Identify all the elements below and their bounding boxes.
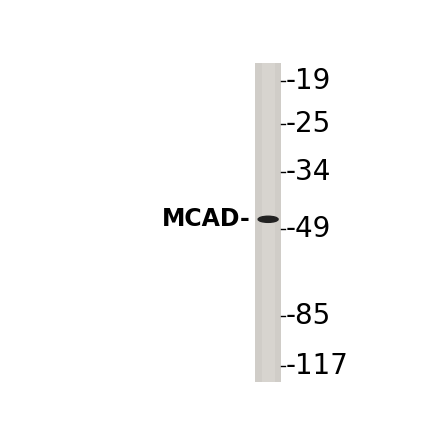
Text: -34: -34 <box>286 158 331 186</box>
Text: -49: -49 <box>286 215 331 243</box>
Text: -117: -117 <box>286 352 349 380</box>
Bar <box>255 63 281 382</box>
Text: -85: -85 <box>286 302 331 329</box>
Text: -25: -25 <box>286 110 331 138</box>
Text: -19: -19 <box>286 67 331 94</box>
Bar <box>262 63 275 382</box>
Text: MCAD-: MCAD- <box>161 207 250 231</box>
Ellipse shape <box>258 216 278 222</box>
